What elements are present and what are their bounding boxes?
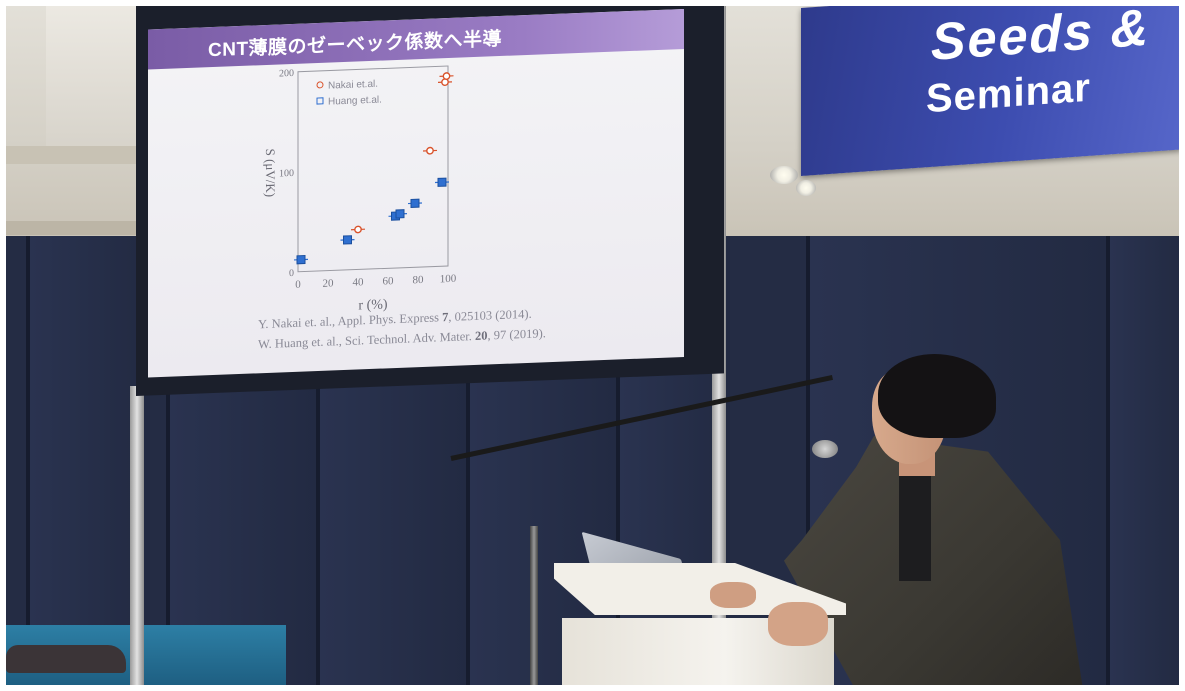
banner-subtitle: Seminar <box>926 65 1091 122</box>
x-tick-label: 100 <box>440 273 457 286</box>
legend-label-nakai: Nakai et.al. <box>328 79 378 92</box>
legend-marker-nakai <box>316 81 324 89</box>
presenter-hand <box>710 582 756 608</box>
data-point-nakai <box>426 146 434 155</box>
seminar-banner: Seeds & Seminar <box>801 6 1179 176</box>
reference-2-tail: , 97 (2019). <box>487 326 546 343</box>
data-point-huang <box>395 209 405 219</box>
metal-pole <box>130 386 144 685</box>
data-point-nakai <box>442 72 451 80</box>
booth-panel <box>26 236 150 685</box>
data-point-nakai <box>354 225 362 234</box>
booth-panel <box>1106 236 1179 685</box>
plot-frame <box>297 65 449 273</box>
spotlight <box>770 166 798 184</box>
data-point-huang <box>296 254 306 265</box>
reference-1-tail: , 025103 (2014). <box>448 306 532 324</box>
data-point-huang <box>437 177 447 187</box>
scatter-plot: 0 100 200 0 20 40 60 80 100 S (μV/K) r (%) Naka… <box>263 65 457 313</box>
y-tick-label: 0 <box>289 268 294 279</box>
x-tick-label: 0 <box>295 279 301 291</box>
presenter-hair <box>878 354 996 438</box>
wall-ledge <box>6 221 156 235</box>
floor-bags <box>6 645 126 673</box>
y-axis-label: S (μV/K) <box>263 148 278 197</box>
presenter-hand <box>768 602 828 646</box>
legend-label-huang: Huang et.al. <box>328 95 382 108</box>
presenter-shirt <box>899 461 931 581</box>
microphone <box>812 440 838 458</box>
projection-screen: CNT薄膜のゼーベック係数へ半導 0 100 200 0 20 40 60 80 100 S … <box>136 6 724 397</box>
legend-marker-huang <box>316 97 324 105</box>
y-tick-label: 100 <box>279 168 294 180</box>
x-tick-label: 40 <box>353 276 364 288</box>
y-tick-label: 200 <box>279 68 294 80</box>
x-tick-label: 60 <box>383 275 394 287</box>
conference-photo: CNT薄膜のゼーベック係数へ半導 0 100 200 0 20 40 60 80 100 S … <box>6 6 1179 685</box>
data-point-huang <box>343 235 352 245</box>
data-point-huang <box>410 198 420 208</box>
spotlight <box>796 180 816 196</box>
banner-title: Seeds & <box>931 6 1151 72</box>
legend: Nakai et.al. Huang et.al. <box>316 79 382 108</box>
slide: CNT薄膜のゼーベック係数へ半導 0 100 200 0 20 40 60 80 100 S … <box>148 8 684 378</box>
wall-beam <box>6 146 166 164</box>
x-axis-label: r (%) <box>358 297 387 313</box>
slide-title: CNT薄膜のゼーベック係数へ半導 <box>208 28 503 62</box>
x-tick-label: 20 <box>323 277 334 289</box>
mic-stand-pole <box>530 526 538 685</box>
x-tick-label: 80 <box>413 274 424 286</box>
reference-2-volume: 20 <box>475 328 488 343</box>
